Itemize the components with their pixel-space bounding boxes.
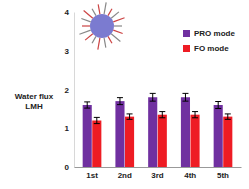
error-bar <box>150 93 156 101</box>
legend-item: FO mode <box>183 44 229 53</box>
x-tick: 3rd <box>151 167 164 180</box>
legend-item: PRO mode <box>183 29 235 38</box>
bar <box>181 97 190 167</box>
error-bar <box>84 102 90 108</box>
error-bar <box>215 102 221 109</box>
error-bar <box>192 112 198 118</box>
x-tick-label: 3rd <box>151 171 164 180</box>
molecule-arm <box>108 36 112 43</box>
bar <box>214 105 223 167</box>
molecule-arm <box>111 12 119 18</box>
x-tick-label: 1st <box>86 171 98 180</box>
y-tick-label: 3 <box>65 47 70 56</box>
series <box>83 93 223 167</box>
y-tick: 4 <box>65 8 74 17</box>
molecule-arm <box>92 9 96 16</box>
molecule-arm <box>104 2 106 14</box>
molecule-arm <box>113 18 124 22</box>
y-axis-title-line: Water flux <box>15 92 54 101</box>
molecule-arm <box>111 34 120 42</box>
y-tick-label: 0 <box>65 163 70 172</box>
legend-swatch <box>183 45 190 52</box>
molecule-inset <box>79 2 124 49</box>
series <box>92 112 232 167</box>
error-bar <box>94 117 100 123</box>
y-tick: 2 <box>65 86 74 95</box>
x-tick: 4th <box>184 167 196 180</box>
legend: PRO mode FO mode <box>183 29 235 53</box>
error-bar <box>159 112 165 118</box>
molecule-arm <box>81 18 90 21</box>
y-tick-label: 2 <box>65 86 70 95</box>
x-tick-label: 5th <box>217 171 229 180</box>
molecule-arm <box>114 25 122 26</box>
molecule-arm <box>98 4 100 14</box>
bar <box>92 121 101 168</box>
y-axis-title: Water fluxLMH <box>15 92 54 111</box>
x-tick: 1st <box>86 167 98 180</box>
x-tick: 5th <box>217 167 229 180</box>
legend-label: FO mode <box>194 44 229 53</box>
molecule-arm <box>79 30 90 34</box>
y-axis-line <box>74 13 75 168</box>
bar <box>158 115 167 167</box>
bar <box>148 97 157 167</box>
y-axis-title-line: LMH <box>25 102 43 111</box>
bar <box>125 117 134 167</box>
y-tick: 0 <box>65 163 74 172</box>
legend-swatch <box>183 30 190 37</box>
plot: 0 1 2 3 4 1st 2nd 3rd 4th 5th <box>65 8 242 180</box>
bar <box>115 101 124 167</box>
y-tick: 1 <box>65 124 74 133</box>
chart: 0 1 2 3 4 1st 2nd 3rd 4th 5th Water fluxLMH PRO mod… <box>0 0 249 189</box>
molecule-arm <box>85 34 93 40</box>
bar <box>83 105 92 167</box>
molecule-arm <box>82 25 90 26</box>
bar <box>223 117 232 167</box>
x-tick-label: 4th <box>184 171 196 180</box>
molecule-arm <box>84 11 93 19</box>
x-axis: 1st 2nd 3rd 4th 5th <box>75 167 242 180</box>
molecule-core <box>90 14 114 38</box>
x-tick-label: 2nd <box>118 171 132 180</box>
error-bar <box>117 98 123 105</box>
y-tick-label: 1 <box>65 124 70 133</box>
y-axis: 0 1 2 3 4 <box>65 8 75 172</box>
molecule-arm <box>92 36 96 43</box>
marks <box>83 93 233 167</box>
molecule-arm <box>108 9 112 16</box>
error-bar <box>182 93 188 101</box>
molecule-arm <box>98 38 100 50</box>
x-tick: 2nd <box>118 167 132 180</box>
y-tick-label: 4 <box>65 8 70 17</box>
molecule-arm <box>113 30 122 33</box>
error-bar <box>225 114 231 119</box>
legend-label: PRO mode <box>194 29 235 38</box>
error-bar <box>127 114 133 119</box>
molecule-arm <box>104 38 106 48</box>
y-tick: 3 <box>65 47 74 56</box>
x-axis-line <box>75 167 242 168</box>
bar <box>190 115 199 167</box>
